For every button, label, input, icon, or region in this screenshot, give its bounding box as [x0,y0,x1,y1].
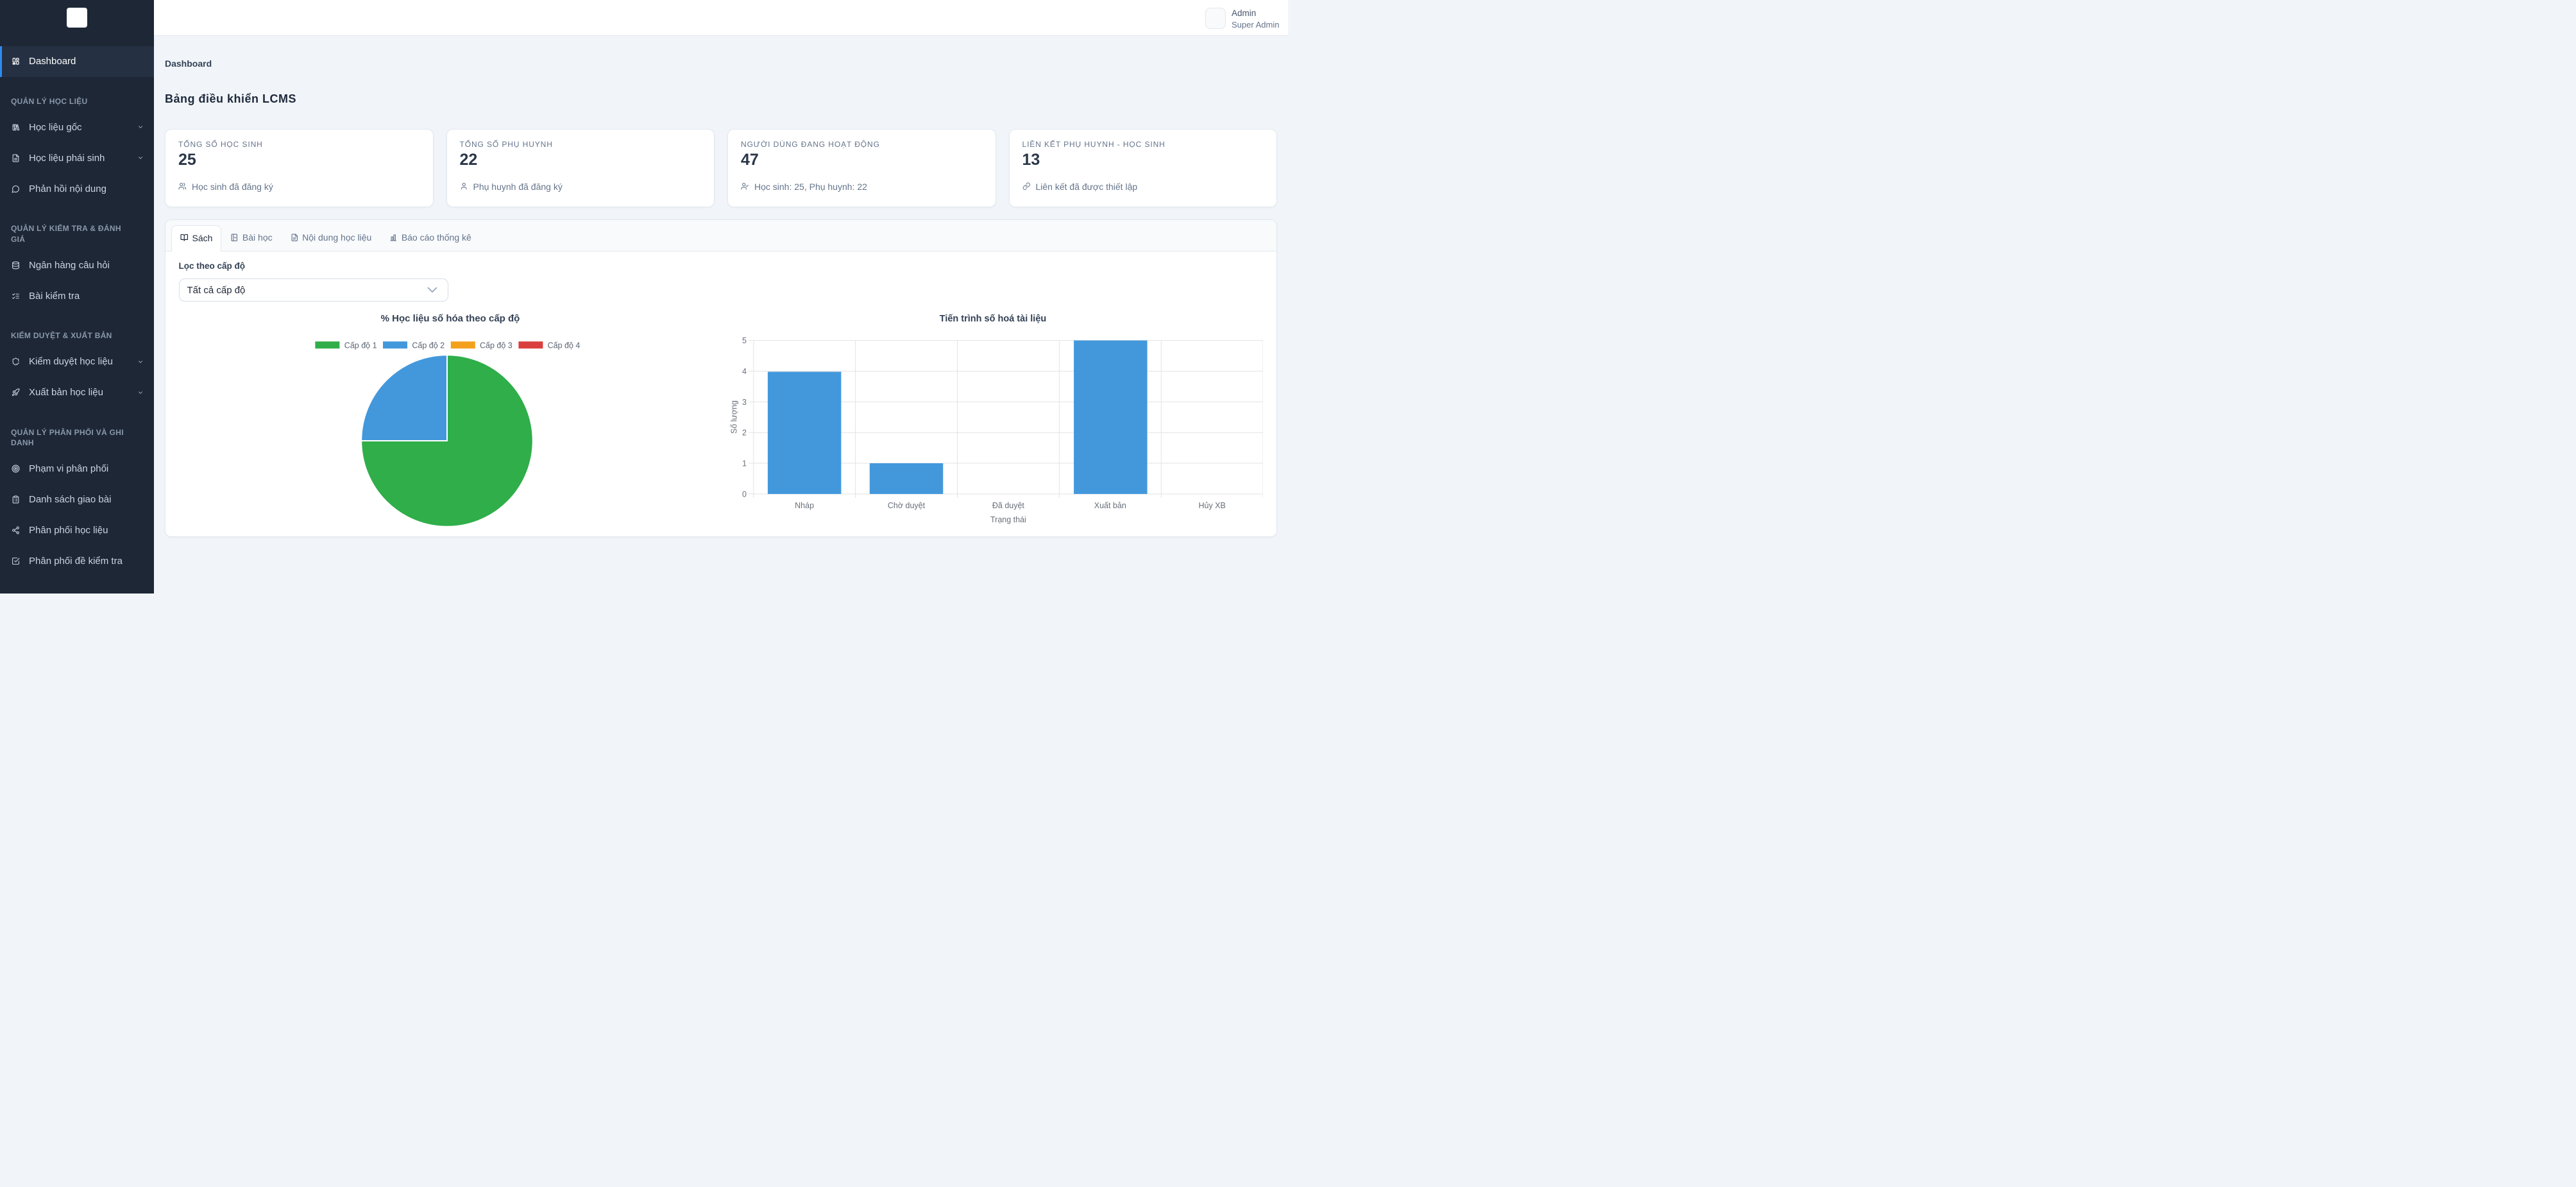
svg-text:Số lượng: Số lượng [730,400,739,434]
svg-text:Xuất bản: Xuất bản [1094,501,1126,510]
svg-text:Nháp: Nháp [795,501,814,510]
svg-text:Chờ duyệt: Chờ duyệt [888,501,926,510]
svg-text:2: 2 [742,429,747,438]
svg-text:Cấp độ 4: Cấp độ 4 [548,341,580,350]
svg-text:Đã duyệt: Đã duyệt [992,501,1025,510]
svg-text:Cấp độ 2: Cấp độ 2 [412,341,445,350]
svg-text:0: 0 [742,490,747,499]
svg-text:Cấp độ 3: Cấp độ 3 [480,341,513,350]
svg-text:Cấp độ 1: Cấp độ 1 [344,341,377,350]
svg-text:Tiến trình số hoá tài liệu: Tiến trình số hoá tài liệu [940,314,1047,324]
svg-text:5: 5 [742,336,747,345]
svg-text:1: 1 [742,459,747,468]
svg-text:Hủy XB: Hủy XB [1199,501,1226,510]
svg-text:3: 3 [742,398,747,407]
svg-text:4: 4 [742,367,747,376]
svg-text:% Học liệu số hóa theo cấp độ: % Học liệu số hóa theo cấp độ [381,313,520,324]
svg-text:Trạng thái: Trạng thái [990,515,1026,524]
